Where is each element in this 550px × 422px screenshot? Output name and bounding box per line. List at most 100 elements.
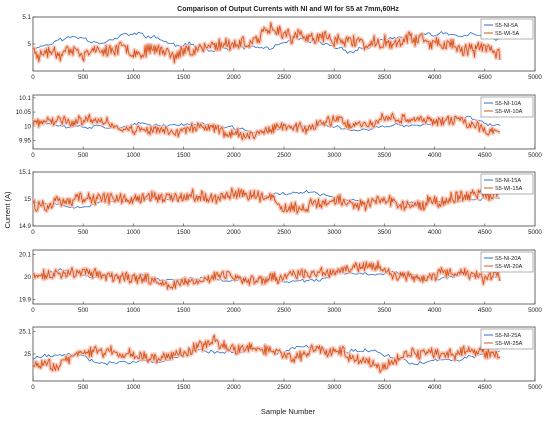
series-line-S5-WI-5A bbox=[33, 22, 501, 64]
legend-entry: S5-NI-20A bbox=[495, 256, 521, 262]
y-tick-label: 9.95 bbox=[19, 137, 32, 144]
legend-entry: S5-NI-15A bbox=[495, 178, 521, 184]
legend-box bbox=[480, 251, 534, 273]
x-axis-label: Sample Number bbox=[261, 407, 316, 416]
x-tick-label: 2000 bbox=[227, 152, 241, 159]
x-tick-label: 3500 bbox=[378, 384, 392, 391]
x-tick-label: 2000 bbox=[227, 74, 241, 81]
legend-entry: S5-WI-15A bbox=[495, 186, 523, 192]
subplot-5: 0 500 1000 1500 2000 2500 3000 3500 4000 4500 5000… bbox=[19, 326, 542, 391]
x-tick-label: 5000 bbox=[528, 152, 542, 159]
plot-area bbox=[33, 333, 502, 375]
x-tick-label: 4000 bbox=[428, 307, 442, 314]
legend: S5-NI-25A S5-WI-25A bbox=[480, 328, 534, 350]
x-tick-label: 3000 bbox=[327, 74, 341, 81]
y-tick-label: 25 bbox=[24, 351, 31, 358]
x-tick-label: 0 bbox=[31, 307, 35, 314]
legend-entry: S5-NI-25A bbox=[495, 333, 521, 339]
x-tick-label: 4000 bbox=[428, 384, 442, 391]
legend: S5-NI-5A S5-WI-5A bbox=[480, 18, 534, 40]
x-tick-label: 4000 bbox=[428, 229, 442, 236]
x-tick-label: 0 bbox=[31, 74, 35, 81]
legend: S5-NI-20A S5-WI-20A bbox=[480, 251, 534, 273]
x-tick-label: 0 bbox=[31, 384, 35, 391]
legend-entry: S5-WI-5A bbox=[495, 31, 520, 37]
x-tick-label: 3000 bbox=[327, 152, 341, 159]
x-tick-label: 1500 bbox=[177, 74, 191, 81]
x-tick-label: 3000 bbox=[327, 307, 341, 314]
y-tick-label: 5.1 bbox=[22, 14, 31, 21]
x-tick-label: 4500 bbox=[478, 74, 492, 81]
x-tick-label: 2000 bbox=[227, 384, 241, 391]
legend-entry: S5-NI-5A bbox=[495, 23, 518, 29]
legend-box bbox=[480, 96, 534, 118]
legend-box bbox=[480, 18, 534, 40]
x-tick-label: 5000 bbox=[528, 74, 542, 81]
series-line-S5-WI-25A bbox=[33, 334, 501, 373]
subplot-4: 0 500 1000 1500 2000 2500 3000 3500 4000 4500 5000… bbox=[19, 249, 542, 314]
legend: S5-NI-10A S5-WI-10A bbox=[480, 96, 534, 118]
x-tick-label: 5000 bbox=[528, 229, 542, 236]
x-tick-label: 2500 bbox=[277, 384, 291, 391]
x-tick-label: 500 bbox=[78, 229, 89, 236]
y-tick-label: 20 bbox=[24, 274, 31, 281]
y-tick-label: 15.1 bbox=[19, 169, 32, 176]
x-tick-label: 500 bbox=[78, 307, 89, 314]
y-axis-label: Current (A) bbox=[3, 191, 12, 229]
x-tick-label: 1500 bbox=[177, 307, 191, 314]
x-tick-label: 2500 bbox=[277, 152, 291, 159]
plot-area bbox=[33, 186, 502, 216]
x-tick-label: 3500 bbox=[378, 229, 392, 236]
x-tick-label: 3000 bbox=[327, 229, 341, 236]
x-tick-label: 500 bbox=[78, 384, 89, 391]
x-tick-label: 4500 bbox=[478, 229, 492, 236]
subplot-3: 0 500 1000 1500 2000 2500 3000 3500 4000 4500 5000… bbox=[19, 169, 542, 236]
y-tick-label: 10.05 bbox=[16, 109, 32, 116]
plot-area bbox=[33, 259, 502, 291]
x-tick-label: 0 bbox=[31, 152, 35, 159]
x-tick-label: 2000 bbox=[227, 307, 241, 314]
x-tick-label: 1000 bbox=[127, 229, 141, 236]
x-tick-label: 1000 bbox=[127, 152, 141, 159]
axes-frame bbox=[32, 94, 536, 150]
x-tick-label: 4000 bbox=[428, 74, 442, 81]
x-tick-label: 2500 bbox=[277, 307, 291, 314]
x-tick-label: 3500 bbox=[378, 74, 392, 81]
legend: S5-NI-15A S5-WI-15A bbox=[480, 173, 534, 195]
x-tick-label: 2500 bbox=[277, 74, 291, 81]
x-tick-label: 1000 bbox=[127, 307, 141, 314]
subplot-1: 0 500 1000 1500 2000 2500 3000 3500 4000 4500 5000… bbox=[22, 14, 542, 81]
x-tick-label: 500 bbox=[78, 152, 89, 159]
x-tick-label: 1000 bbox=[127, 384, 141, 391]
legend-entry: S5-WI-25A bbox=[495, 341, 523, 347]
x-tick-label: 4500 bbox=[478, 384, 492, 391]
x-tick-label: 5000 bbox=[528, 384, 542, 391]
series-line-S5-WI-20A bbox=[33, 260, 501, 290]
x-tick-label: 5000 bbox=[528, 307, 542, 314]
y-tick-label: 25.1 bbox=[19, 329, 32, 336]
legend-box bbox=[480, 328, 534, 350]
legend-box bbox=[480, 173, 534, 195]
y-tick-label: 14.9 bbox=[19, 223, 32, 230]
x-tick-label: 3500 bbox=[378, 152, 392, 159]
x-tick-label: 0 bbox=[31, 229, 35, 236]
figure-title: Comparison of Output Currents with NI an… bbox=[177, 6, 399, 13]
legend-entry: S5-WI-20A bbox=[495, 264, 523, 270]
x-tick-label: 500 bbox=[78, 74, 89, 81]
x-tick-label: 1500 bbox=[177, 384, 191, 391]
x-tick-label: 3000 bbox=[327, 384, 341, 391]
y-tick-label: 10.1 bbox=[19, 95, 32, 102]
x-tick-label: 1500 bbox=[177, 152, 191, 159]
y-tick-label: 20.1 bbox=[19, 252, 32, 259]
x-tick-label: 3500 bbox=[378, 307, 392, 314]
legend-entry: S5-NI-10A bbox=[495, 101, 521, 107]
plot-area bbox=[33, 111, 501, 142]
x-tick-label: 1500 bbox=[177, 229, 191, 236]
series-line-S5-WI-15A bbox=[33, 187, 501, 214]
y-tick-label: 15 bbox=[24, 196, 31, 203]
legend-entry: S5-WI-10A bbox=[495, 109, 523, 115]
x-tick-label: 2000 bbox=[227, 229, 241, 236]
x-tick-label: 2500 bbox=[277, 229, 291, 236]
series-line-S5-WI-10A bbox=[33, 112, 501, 141]
